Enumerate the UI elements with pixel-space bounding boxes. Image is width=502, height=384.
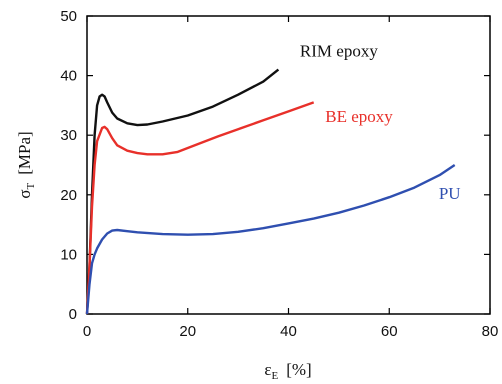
x-tick-label: 0 bbox=[83, 323, 91, 340]
plot-area bbox=[86, 15, 491, 315]
y-axis-unit: [MPa] bbox=[15, 131, 34, 174]
y-tick-label: 0 bbox=[69, 306, 77, 323]
x-axis-symbol: ε bbox=[264, 360, 271, 379]
x-tick-label: 40 bbox=[280, 323, 297, 340]
x-axis: 0 20 40 60 80 bbox=[83, 16, 499, 340]
x-tick-label: 20 bbox=[179, 323, 196, 340]
x-axis-title: εE [%] bbox=[264, 360, 311, 382]
y-tick-label: 20 bbox=[60, 187, 77, 204]
y-axis: 0 10 20 30 40 50 bbox=[60, 8, 490, 323]
y-tick-label: 10 bbox=[60, 246, 77, 263]
plot-frame-border bbox=[86, 15, 491, 315]
x-axis-subscript: E bbox=[271, 370, 278, 382]
x-axis-unit: [%] bbox=[286, 360, 311, 379]
series-label-be-epoxy: BE epoxy bbox=[325, 107, 393, 126]
series-line-rim-epoxy bbox=[85, 68, 280, 315]
x-tick-label: 60 bbox=[381, 323, 398, 340]
series-line-pu bbox=[85, 164, 456, 315]
x-tick-label: 80 bbox=[482, 323, 499, 340]
y-axis-subscript: T bbox=[25, 183, 37, 190]
series-label-rim-epoxy: RIM epoxy bbox=[300, 42, 378, 61]
y-axis-symbol: σ bbox=[15, 190, 34, 199]
series-labels: RIM epoxy BE epoxy PU bbox=[300, 42, 461, 203]
y-axis-title: σT [MPa] bbox=[15, 131, 37, 198]
series-lines bbox=[85, 68, 456, 315]
y-tick-label: 50 bbox=[60, 8, 77, 25]
y-tick-label: 40 bbox=[60, 68, 77, 85]
series-line-be-epoxy bbox=[85, 101, 315, 315]
series-label-pu: PU bbox=[439, 184, 461, 203]
y-tick-label: 30 bbox=[60, 127, 77, 144]
